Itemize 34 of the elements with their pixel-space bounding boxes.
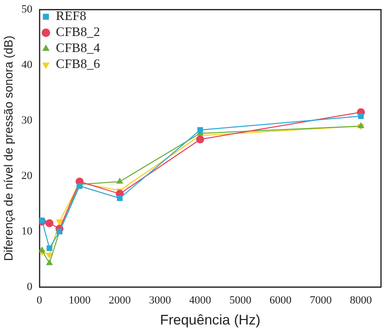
point <box>46 252 53 259</box>
y-tick-label: 30 <box>21 114 33 126</box>
x-tick-label: 7000 <box>310 294 332 306</box>
legend-label: CFB8_2 <box>56 24 100 40</box>
y-tick-label: 20 <box>21 170 33 182</box>
point <box>45 219 54 228</box>
point <box>197 127 203 133</box>
x-axis-title: Frequência (Hz) <box>160 311 260 328</box>
x-tick-label: 5000 <box>229 294 252 306</box>
y-tick-label: 40 <box>21 58 33 71</box>
point <box>358 113 364 119</box>
point <box>39 218 45 224</box>
legend-label: CFB8_4 <box>56 40 100 56</box>
y-tick-label: 0 <box>26 280 33 293</box>
y-tick-label: 50 <box>21 3 33 16</box>
point <box>196 135 204 144</box>
x-tick-label: 4000 <box>189 294 212 306</box>
x-tick-label: 8000 <box>350 294 372 306</box>
point <box>76 183 82 189</box>
legend-label: CFB8_6 <box>56 56 100 72</box>
x-tick-label: 2000 <box>108 294 132 306</box>
x-tick-label: 1000 <box>68 294 92 306</box>
point <box>39 246 46 252</box>
point <box>46 259 53 266</box>
y-tick-label: 10 <box>21 225 33 238</box>
x-tick-label: 6000 <box>270 294 292 306</box>
y-axis-title: Diferença de nível de pressão sonora (dB) <box>2 36 16 262</box>
point <box>56 220 63 226</box>
point <box>46 245 52 251</box>
point <box>116 178 124 184</box>
legend-label: REF8 <box>56 8 86 24</box>
x-tick-label: 0 <box>36 294 43 306</box>
point <box>116 195 123 202</box>
x-tick-label: 3000 <box>148 294 172 306</box>
